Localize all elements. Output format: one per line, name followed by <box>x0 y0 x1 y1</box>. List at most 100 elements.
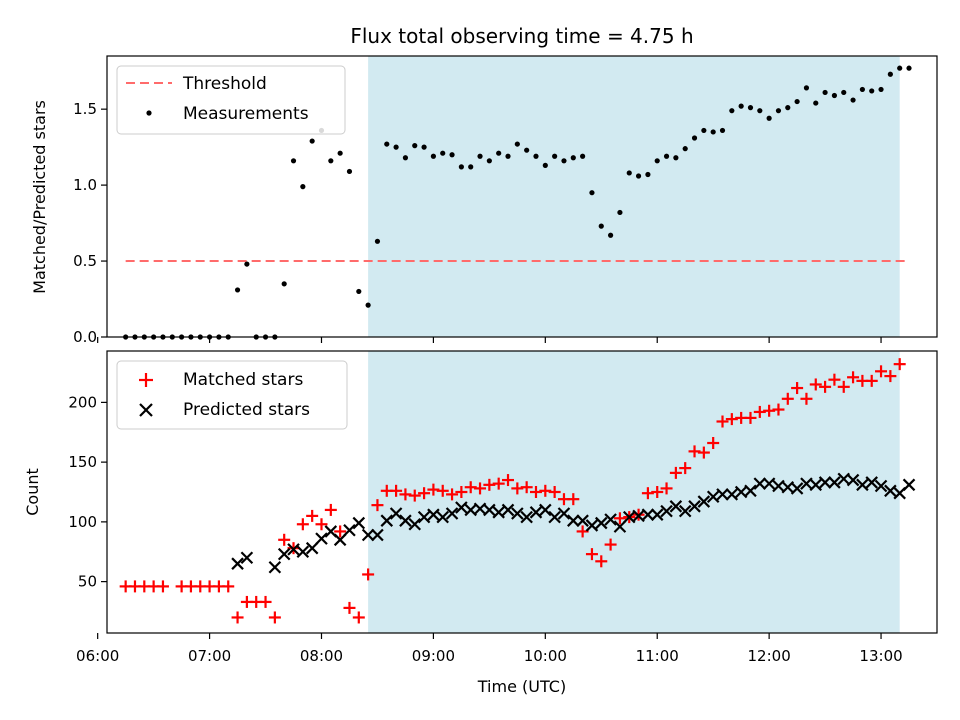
bottom-legend-box <box>116 360 348 430</box>
measurement-point <box>859 86 865 93</box>
y-tick-label: 1.0 <box>73 176 97 194</box>
measurement-point <box>738 103 744 109</box>
predicted-star-point <box>492 506 505 519</box>
measurement-point <box>813 100 819 106</box>
matched-star-point <box>474 482 487 495</box>
predicted-star-point <box>408 517 422 531</box>
measurement-point <box>337 150 343 156</box>
measurement-point <box>374 238 381 244</box>
measurement-point <box>309 138 315 144</box>
matched-star-point <box>725 413 738 426</box>
predicted-star-points <box>231 472 916 574</box>
measurement-point <box>719 127 726 134</box>
measurement-point <box>617 209 623 216</box>
x-tick-label: 13:00 <box>859 647 902 665</box>
measurement-point <box>561 158 567 164</box>
matched-star-point <box>781 392 794 405</box>
matched-star-point <box>613 512 626 525</box>
predicted-star-point <box>240 551 254 564</box>
measurement-point <box>831 92 838 99</box>
matched-star-point <box>268 611 281 624</box>
measurement-point <box>822 89 828 96</box>
bottom-panel: 50 100 150 200 06:00 07:00 08:00 09:00 10:00 11:… <box>23 350 938 696</box>
predicted-star-point <box>650 508 664 521</box>
matched-star-point <box>809 378 822 391</box>
matched-star-point <box>707 437 720 450</box>
measurement-point <box>747 105 754 111</box>
matched-star-point <box>156 580 169 593</box>
bottom-x-ticks: 06:00 07:00 08:00 09:00 10:00 11:00 12:00 13:00 <box>76 633 903 665</box>
matched-star-point <box>418 487 431 500</box>
measurement-point <box>607 232 614 238</box>
matched-star-point <box>502 474 515 487</box>
predicted-star-point <box>361 528 375 542</box>
x-axis-label: Time (UTC) <box>477 677 566 696</box>
measurement-point <box>757 108 763 114</box>
predicted-star-point <box>753 477 767 490</box>
measurement-point <box>533 153 539 159</box>
matched-star-point <box>660 482 673 495</box>
matched-star-point <box>455 486 468 498</box>
bottom-y-axis-label: Count <box>23 468 42 516</box>
matched-star-points <box>119 358 906 624</box>
matched-star-point <box>679 462 692 475</box>
measurement-point <box>458 164 464 170</box>
measurement-point <box>514 141 520 147</box>
matched-star-point <box>343 601 356 614</box>
matched-star-point <box>231 611 244 624</box>
top-legend: Threshold Measurements <box>116 65 346 135</box>
predicted-star-point <box>884 484 897 498</box>
matched-star-point <box>278 533 291 546</box>
predicted-star-point <box>697 495 711 508</box>
measurement-point <box>412 143 418 149</box>
matched-star-point <box>595 555 608 568</box>
measurement-point <box>645 171 651 178</box>
x-tick-label: 12:00 <box>748 647 791 665</box>
matched-star-point <box>884 370 897 383</box>
top-y-axis-label: Matched/Predicted stars <box>30 100 49 294</box>
matched-star-point <box>492 477 505 490</box>
measurement-point <box>290 158 297 164</box>
measurement-point <box>850 97 856 103</box>
measurement-point <box>654 158 660 164</box>
predicted-star-point <box>725 488 739 501</box>
predicted-star-point <box>343 523 356 537</box>
y-tick-label: 150 <box>68 453 97 471</box>
predicted-star-point <box>455 501 468 514</box>
predicted-star-point <box>417 510 431 524</box>
measurement-point <box>477 153 483 159</box>
matched-star-point <box>371 499 384 512</box>
measurement-point <box>300 184 306 190</box>
measurement-point <box>402 155 409 161</box>
matched-star-point <box>529 486 542 498</box>
measurement-point <box>897 65 903 71</box>
matched-star-point <box>697 446 710 459</box>
predicted-star-point <box>399 514 412 527</box>
predicted-star-point <box>501 503 515 517</box>
bottom-y-ticks: 50 100 150 200 <box>68 393 107 591</box>
matched-star-point <box>828 373 841 386</box>
measurement-point <box>496 150 502 156</box>
matched-star-point <box>436 484 449 497</box>
measurement-point <box>626 170 632 176</box>
top-x-ticks <box>97 337 882 343</box>
matched-star-point <box>446 488 459 501</box>
measurement-point <box>701 127 707 134</box>
legend-measurements-label: Measurements <box>183 104 309 124</box>
measurement-point <box>785 105 791 111</box>
predicted-star-point <box>874 479 888 493</box>
measurement-point <box>244 261 250 267</box>
measurement-point <box>803 85 810 91</box>
measurement-point <box>393 144 399 150</box>
predicted-star-point <box>268 561 282 574</box>
legend-matched-swatch <box>139 373 153 387</box>
matched-star-point <box>483 478 496 491</box>
predicted-star-point <box>380 514 394 527</box>
predicted-star-point <box>305 541 319 555</box>
predicted-star-point <box>902 478 916 492</box>
matched-star-point <box>324 503 337 516</box>
predicted-star-point <box>660 504 673 518</box>
matched-star-point <box>651 486 664 498</box>
y-tick-label: 0.0 <box>73 328 97 346</box>
